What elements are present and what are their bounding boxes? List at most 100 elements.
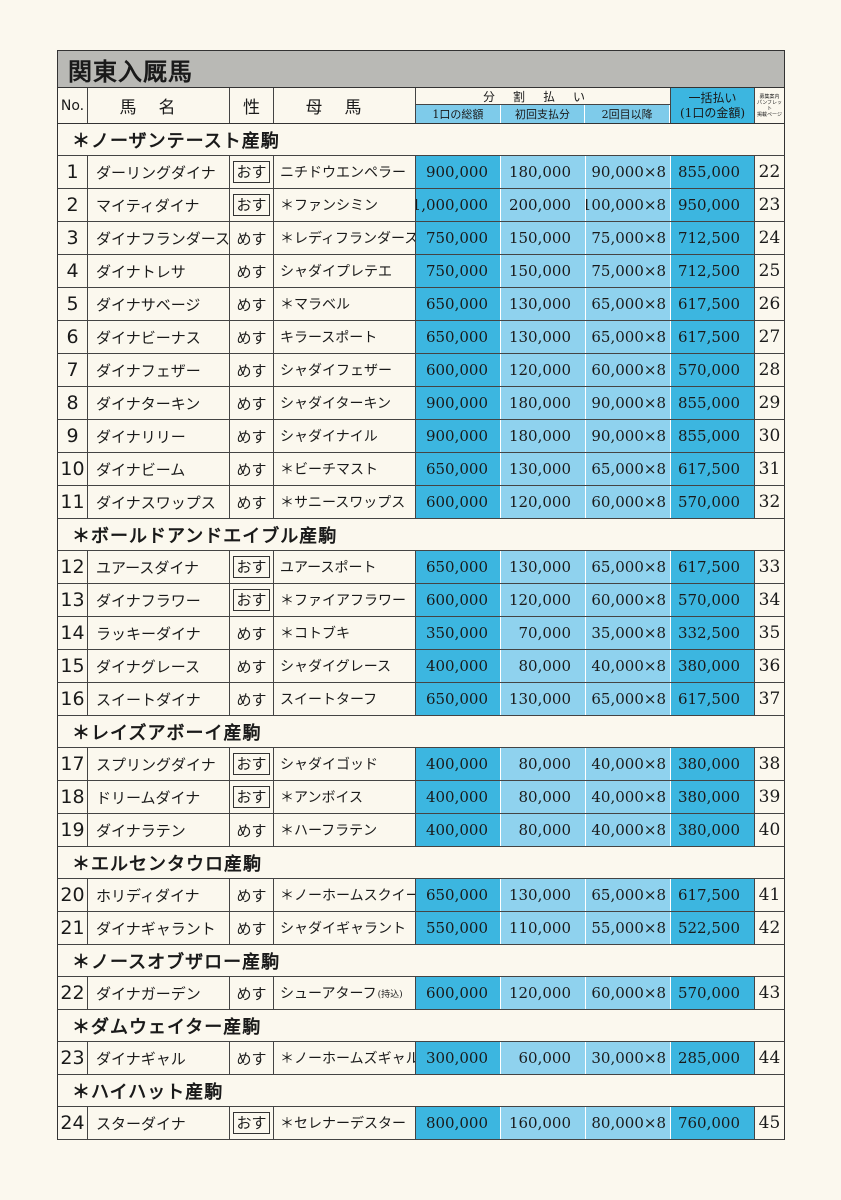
first-payment: 80,000 [501, 748, 586, 780]
later-payments: 90,000×8 [586, 156, 671, 188]
total-price: 400,000 [416, 781, 501, 813]
first-payment: 130,000 [501, 453, 586, 485]
row-number: 18 [58, 781, 88, 813]
total-price: 600,000 [416, 486, 501, 518]
lump-sum-price: 617,500 [671, 551, 755, 583]
row-number: 23 [58, 1042, 88, 1074]
later-payments: 75,000×8 [586, 255, 671, 287]
dam-name-cell: ＊コトブキ [274, 617, 416, 649]
sex-cell: おす [230, 551, 274, 583]
horse-name: ダイナラテン [88, 814, 230, 846]
pamphlet-page: 44 [758, 1048, 781, 1068]
pamphlet-page: 34 [758, 590, 781, 610]
first-payment: 60,000 [501, 1042, 586, 1074]
later-payments: 90,000×8 [586, 387, 671, 419]
later-payments: 60,000×8 [586, 977, 671, 1009]
header-page-line3: 掲載ページ [757, 111, 782, 118]
pamphlet-page: 32 [758, 492, 781, 512]
dam-name: キラースポート [280, 330, 378, 346]
sex-value: おす [233, 161, 270, 183]
header-lump-line2: (1口の金額) [680, 105, 745, 120]
horse-name: ダイナビーム [88, 453, 230, 485]
dam-name-cell: ＊ノーホームズギャル [274, 1042, 416, 1074]
dam-note: (持込) [377, 989, 403, 1000]
sex-cell: めす [230, 1042, 274, 1074]
dam-name-cell: シャダイプレテエ [274, 255, 416, 287]
horse-name: ダイナターキン [88, 387, 230, 419]
table-row: 6 ダイナビーナス めす キラースポート 650,000 130,000 65,000×8 6… [57, 321, 785, 354]
pamphlet-page: 36 [758, 656, 781, 676]
total-price: 650,000 [416, 321, 501, 353]
dam-name: ＊ノーホームズギャル [280, 1051, 416, 1067]
later-payments: 65,000×8 [586, 288, 671, 320]
header-lump-line1: 一括払い [688, 90, 737, 105]
sex-cell: めす [230, 354, 274, 386]
sire-group-heading: ＊ダムウェイター産駒 [57, 1010, 785, 1042]
horse-name: ラッキーダイナ [88, 617, 230, 649]
sex-cell: めす [230, 879, 274, 911]
sex-value: めす [236, 328, 267, 347]
table-row: 10 ダイナビーム めす ＊ビーチマスト 650,000 130,000 65,000×8 6… [57, 453, 785, 486]
total-price: 550,000 [416, 912, 501, 944]
table-row: 1 ダーリングダイナ おす ニチドウエンペラー 900,000 180,000 90,000… [57, 156, 785, 189]
total-price: 650,000 [416, 288, 501, 320]
lump-sum-price: 332,500 [671, 617, 755, 649]
dam-name-cell: シャダイゴッド [274, 748, 416, 780]
horse-name: ダイナフェザー [88, 354, 230, 386]
table-row: 7 ダイナフェザー めす シャダイフェザー 600,000 120,000 60,000×8… [57, 354, 785, 387]
sex-value: おす [233, 786, 270, 808]
table-row: 2 マイティダイナ おす ＊ファンシミン 1,000,000 200,000 100,000… [57, 189, 785, 222]
pamphlet-page: 37 [758, 689, 781, 709]
header-page-line1: 募集案内 [759, 93, 780, 100]
lump-sum-price: 855,000 [671, 387, 755, 419]
total-price: 650,000 [416, 453, 501, 485]
dam-name: ユアースポート [280, 560, 377, 576]
dam-name-cell: シャダイターキン [274, 387, 416, 419]
later-payments: 60,000×8 [586, 486, 671, 518]
later-payments: 65,000×8 [586, 683, 671, 715]
dam-name-cell: ＊ファイアフラワー [274, 584, 416, 616]
total-price: 650,000 [416, 683, 501, 715]
later-payments: 65,000×8 [586, 321, 671, 353]
row-number: 19 [58, 814, 88, 846]
sex-cell: めす [230, 255, 274, 287]
sex-cell: めす [230, 486, 274, 518]
dam-name: ＊ビーチマスト [280, 462, 378, 478]
first-payment: 130,000 [501, 288, 586, 320]
later-payments: 60,000×8 [586, 354, 671, 386]
row-number: 14 [58, 617, 88, 649]
row-number: 2 [58, 189, 88, 221]
table-row: 13 ダイナフラワー おす ＊ファイアフラワー 600,000 120,000 60,000… [57, 584, 785, 617]
sire-group-heading: ＊ボールドアンドエイブル産駒 [57, 519, 785, 551]
dam-name: シャダイフェザー [280, 363, 392, 379]
lump-sum-price: 950,000 [671, 189, 755, 221]
sire-group-heading: ＊ハイハット産駒 [57, 1075, 785, 1107]
sex-cell: めす [230, 814, 274, 846]
sex-cell: めす [230, 683, 274, 715]
lump-sum-price: 617,500 [671, 683, 755, 715]
first-payment: 150,000 [501, 222, 586, 254]
first-payment: 120,000 [501, 584, 586, 616]
row-number: 22 [58, 977, 88, 1009]
header-dam: 母馬 [274, 88, 416, 123]
dam-name-cell: ＊レディフランダース [274, 222, 416, 254]
row-number: 7 [58, 354, 88, 386]
sex-value: めす [236, 493, 267, 512]
header-no: No. [58, 88, 88, 123]
sex-cell: おす [230, 189, 274, 221]
dam-name: シャダイゴッド [280, 757, 378, 773]
sex-cell: めす [230, 321, 274, 353]
sex-cell: おす [230, 1107, 274, 1139]
later-payments: 40,000×8 [586, 781, 671, 813]
sex-value: めす [236, 886, 267, 905]
horse-name: スイートダイナ [88, 683, 230, 715]
total-price: 600,000 [416, 354, 501, 386]
sex-cell: めす [230, 453, 274, 485]
later-payments: 40,000×8 [586, 650, 671, 682]
sex-value: おす [233, 556, 270, 578]
pamphlet-page: 27 [758, 327, 781, 347]
sex-value: めす [236, 460, 267, 479]
table-row: 19 ダイナラテン めす ＊ハーフラテン 400,000 80,000 40,000×8 38… [57, 814, 785, 847]
pamphlet-page: 26 [758, 294, 781, 314]
